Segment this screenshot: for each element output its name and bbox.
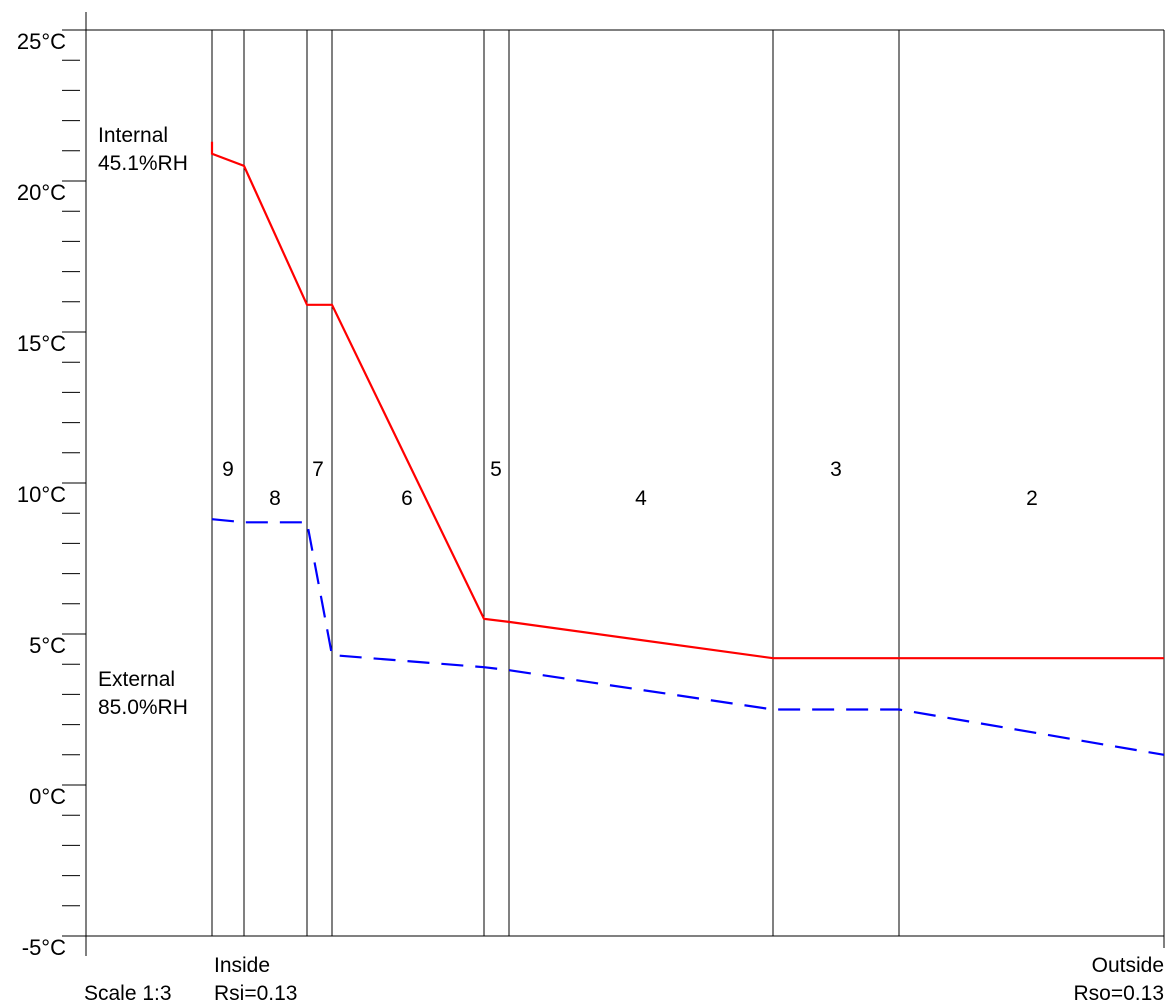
- layer-label: 9: [222, 458, 234, 481]
- y-tick-label: 20°C: [17, 180, 66, 205]
- layer-label: 8: [269, 487, 281, 510]
- y-axis: 25°C 20°C 15°C 10°C 5°C 0°C -5°C: [17, 12, 1164, 960]
- inside-label: Inside: [214, 954, 270, 977]
- dewpoint-line: [211, 518, 1165, 756]
- y-tick-label: 5°C: [29, 633, 66, 658]
- layer-label: 2: [1026, 487, 1038, 510]
- y-tick-label: 15°C: [17, 331, 66, 356]
- rsi-label: Rsi=0.13: [214, 982, 297, 1005]
- scale-label: Scale 1:3: [84, 982, 172, 1005]
- layer-label: 3: [830, 458, 842, 481]
- layer-label: 7: [312, 458, 324, 481]
- layer-label: 4: [635, 487, 647, 510]
- external-label: External: [98, 668, 175, 691]
- external-rh-label: 85.0%RH: [98, 696, 188, 719]
- layer-label: 5: [490, 458, 502, 481]
- layer-boundaries: 9 8 7 6 5 4 3 2: [211, 30, 1165, 948]
- y-tick-label: -5°C: [22, 935, 66, 960]
- y-tick-label: 25°C: [17, 29, 66, 54]
- series-lines: [210, 141, 1165, 756]
- temperature-line: [210, 141, 1164, 660]
- internal-label: Internal: [98, 124, 168, 147]
- y-tick-label: 0°C: [29, 784, 66, 809]
- outside-label: Outside: [1092, 954, 1164, 977]
- internal-rh-label: 45.1%RH: [98, 152, 188, 175]
- rso-label: Rso=0.13: [1074, 982, 1164, 1005]
- y-tick-label: 10°C: [17, 482, 66, 507]
- layer-label: 6: [401, 487, 413, 510]
